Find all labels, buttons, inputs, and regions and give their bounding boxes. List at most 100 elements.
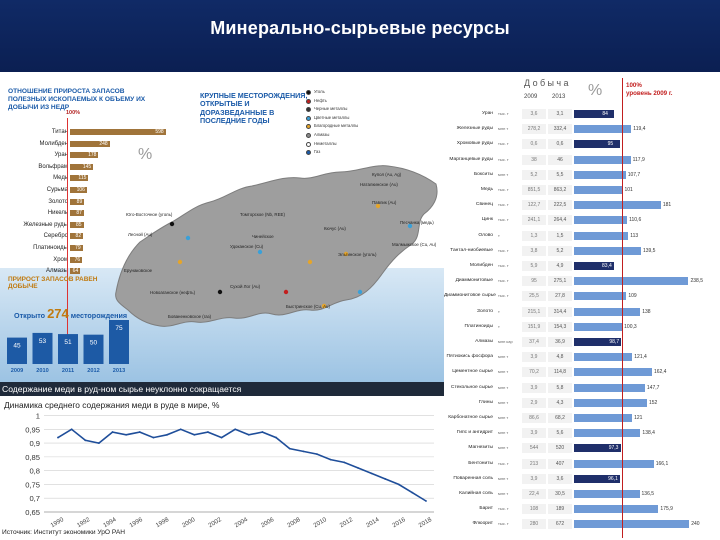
copper-data-point <box>316 453 318 456</box>
deposit-marker <box>407 223 413 229</box>
russia-territory <box>115 165 438 327</box>
copper-grade-chart: Содержание меди в руд-ном сырье неуклонн… <box>0 382 444 540</box>
production-bar <box>574 140 620 149</box>
legend-label: Уголь <box>314 89 325 94</box>
opened-bar <box>32 332 53 364</box>
reserves-ratio-name: Алмазы <box>46 268 68 275</box>
production-percent: 138 <box>642 308 651 315</box>
production-percent: 181 <box>662 202 672 209</box>
y-tick-label: 0,65 <box>25 508 40 517</box>
production-2013-value: 5,5 <box>548 169 572 180</box>
production-2013-value: 5,8 <box>548 382 572 393</box>
reserves-ratio-value: 76 <box>74 256 81 263</box>
production-name: Бокситы <box>473 171 493 177</box>
reserves-ratio-value: 248 <box>99 140 108 147</box>
reserves-ratio-caption: Отношение прироста запасов полезных иско… <box>8 88 146 111</box>
production-unit: т <box>498 308 500 314</box>
production-bar <box>574 338 622 346</box>
production-unit: т <box>498 232 500 238</box>
x-tick-label: 2012 <box>339 516 355 529</box>
production-bar <box>574 505 659 514</box>
production-bar <box>574 125 632 134</box>
production-unit: млн т <box>498 399 509 405</box>
opened-bar-value: 75 <box>115 325 123 332</box>
production-2013-value: 3,1 <box>548 109 572 119</box>
reserves-ratio-bar: 82 <box>70 233 84 240</box>
opened-bar <box>7 337 27 364</box>
production-unit: млн т <box>498 445 509 451</box>
production-percent: 175,9 <box>660 506 673 513</box>
production-unit: тыс. т <box>498 460 509 466</box>
level-line-label-2: уровень 2009 г. <box>626 90 673 97</box>
production-bar <box>574 398 647 407</box>
production-2013-value: 1,5 <box>548 230 572 241</box>
production-2013-value: 5,6 <box>548 428 572 439</box>
opened-deposits-chart: 45 2009 53 2010 51 2011 50 2012 75 2013 <box>7 320 129 374</box>
production-name: Барит <box>479 506 493 512</box>
reserves-ratio-name: Уран <box>54 152 68 159</box>
opened-year-label: 2010 <box>36 368 48 374</box>
production-bar <box>574 292 627 301</box>
production-bar <box>574 201 661 210</box>
production-row: Хромовые руды тыс. т 0,6 0,6 95 <box>444 138 720 150</box>
production-bar <box>574 322 623 331</box>
production-name: Платиноиды <box>464 323 493 329</box>
production-name: Гипс и ангидрит <box>456 430 493 436</box>
production-percent: 95 <box>607 141 614 148</box>
production-row: Марганцевые руды тыс. т 38 46 117,9 <box>444 154 720 166</box>
production-name: Молибден <box>469 263 493 268</box>
production-unit: тыс. т <box>498 187 509 192</box>
production-unit: млн т <box>498 475 509 481</box>
opened-bar-value: 53 <box>39 338 47 345</box>
copper-data-point <box>57 436 59 439</box>
production-row: Платиноиды т 151,9 154,3 100,3 <box>444 321 720 333</box>
reserves-ratio-name: Титан <box>51 129 68 135</box>
legend-item: Алмазы <box>306 131 396 140</box>
production-row: Молибден тыс. т 5,9 4,9 83,4 <box>444 260 720 272</box>
copper-data-point <box>138 431 141 433</box>
production-bar <box>574 474 621 483</box>
production-name: Диаммонитовые <box>455 278 493 284</box>
production-row: Диаммонитовое сырье тыс. т 25,5 27,8 109 <box>444 290 720 302</box>
production-bar <box>574 262 615 270</box>
copper-series-line <box>57 428 427 502</box>
production-2009-value: 215,1 <box>522 306 546 317</box>
reserves-ratio-footer: Прирост запасов равен добыче <box>8 276 98 291</box>
production-2009-value: 3,9 <box>522 382 546 393</box>
production-2009-value: 108 <box>522 504 546 515</box>
production-row: Барит тыс. т 108 189 175,9 <box>444 503 720 515</box>
production-name: Свинец <box>475 202 493 208</box>
production-2009-value: 122,7 <box>522 200 546 211</box>
production-percent: 107,7 <box>627 171 641 178</box>
reserves-ratio-bar: 106 <box>70 187 87 193</box>
copper-data-point <box>234 428 237 431</box>
level-2009-line <box>622 78 623 538</box>
copper-data-point <box>247 433 250 436</box>
legend-item: Благородные металлы <box>306 122 396 131</box>
production-percent: 110,6 <box>629 217 642 224</box>
x-tick-label: 1998 <box>155 516 171 529</box>
reserves-ratio-name: Платиноиды <box>33 245 68 251</box>
legend-marker-icon <box>306 115 311 121</box>
reserves-ratio-value: 115 <box>78 175 87 182</box>
reserves-ratio-value: 85 <box>76 221 82 228</box>
copper-data-point <box>343 461 346 464</box>
deposits-legend: Уголь Нефть Черные металлы Цветные металлы Б… <box>306 88 396 157</box>
production-percent: 117,9 <box>632 156 645 163</box>
reserves-ratio-bar: 76 <box>70 256 83 263</box>
production-row: Калийная соль млн т 22,4 30,5 136,5 <box>444 488 720 500</box>
y-tick-label: 0,75 <box>25 480 40 489</box>
production-2009-value: 280 <box>522 519 546 530</box>
production-unit: тыс. т <box>498 506 509 512</box>
production-2013-value: 0,6 <box>548 139 572 150</box>
production-bar <box>574 231 629 240</box>
reserves-ratio-name: Молибден <box>39 140 68 147</box>
opened-bar <box>58 334 78 364</box>
copper-data-point <box>288 447 291 450</box>
production-name: Марганцевые руды <box>449 156 493 162</box>
legend-marker-icon <box>306 98 311 104</box>
deposit-marker <box>177 259 183 265</box>
y-tick-label: 0,9 <box>29 439 40 448</box>
production-2013-value: 4,8 <box>548 352 572 363</box>
production-name: Цинк <box>481 217 493 223</box>
